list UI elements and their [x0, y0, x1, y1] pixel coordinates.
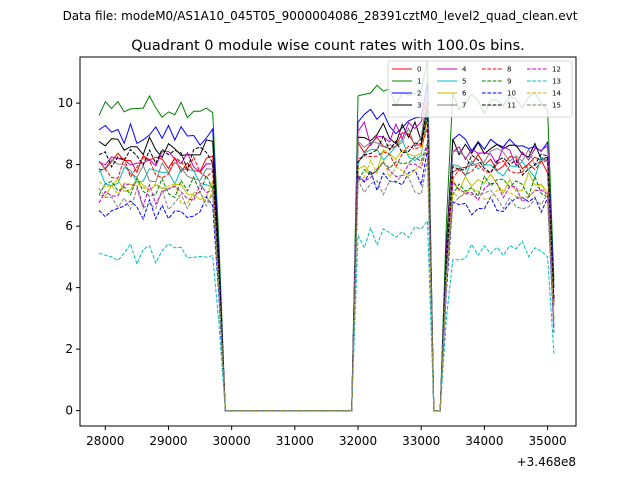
figure-suptitle: Data file: modeM0/AS1A10_045T05_90000040… [63, 9, 578, 23]
series-line-12 [98, 144, 555, 412]
legend-frame [387, 60, 573, 118]
x-tick-label: 30000 [213, 434, 251, 448]
x-offset-label: +3.468e8 [517, 455, 576, 469]
chart-title: Quadrant 0 module wise count rates with … [131, 38, 525, 54]
legend-label-0: 0 [417, 66, 421, 74]
y-tick-label: 8 [65, 158, 73, 172]
y-tick-label: 10 [58, 96, 73, 110]
legend-label-1: 1 [417, 78, 421, 86]
y-tick-label: 0 [65, 404, 73, 418]
legend-label-2: 2 [417, 90, 421, 98]
legend-label-6: 6 [462, 90, 467, 98]
legend-label-4: 4 [462, 66, 467, 74]
legend-label-11: 11 [507, 102, 516, 110]
legend-label-12: 12 [552, 66, 561, 74]
legend-label-10: 10 [507, 90, 516, 98]
legend-label-7: 7 [462, 102, 466, 110]
x-tick-label: 28000 [86, 434, 124, 448]
x-tick-label: 33000 [402, 434, 440, 448]
legend-label-14: 14 [552, 90, 561, 98]
y-tick-label: 2 [65, 342, 73, 356]
x-tick-label: 35000 [528, 434, 566, 448]
x-tick-label: 32000 [339, 434, 377, 448]
x-tick-label: 34000 [465, 434, 503, 448]
legend-label-15: 15 [552, 102, 561, 110]
y-axis: 0 2 4 6 8 10 [58, 96, 80, 418]
x-tick-label: 31000 [276, 434, 314, 448]
y-tick-label: 6 [65, 219, 73, 233]
legend-label-9: 9 [507, 78, 511, 86]
legend-label-5: 5 [462, 78, 466, 86]
x-tick-label: 29000 [149, 434, 187, 448]
legend-label-13: 13 [552, 78, 561, 86]
plot-lines [98, 60, 555, 412]
y-tick-label: 4 [65, 281, 73, 295]
legend-label-8: 8 [507, 66, 511, 74]
legend-label-3: 3 [417, 102, 421, 110]
x-axis: 28000 29000 30000 31000 32000 33000 34000 35000 [86, 426, 567, 448]
plot-frame [79, 56, 577, 427]
series-line-14 [98, 149, 555, 412]
series-line-15 [98, 159, 555, 412]
